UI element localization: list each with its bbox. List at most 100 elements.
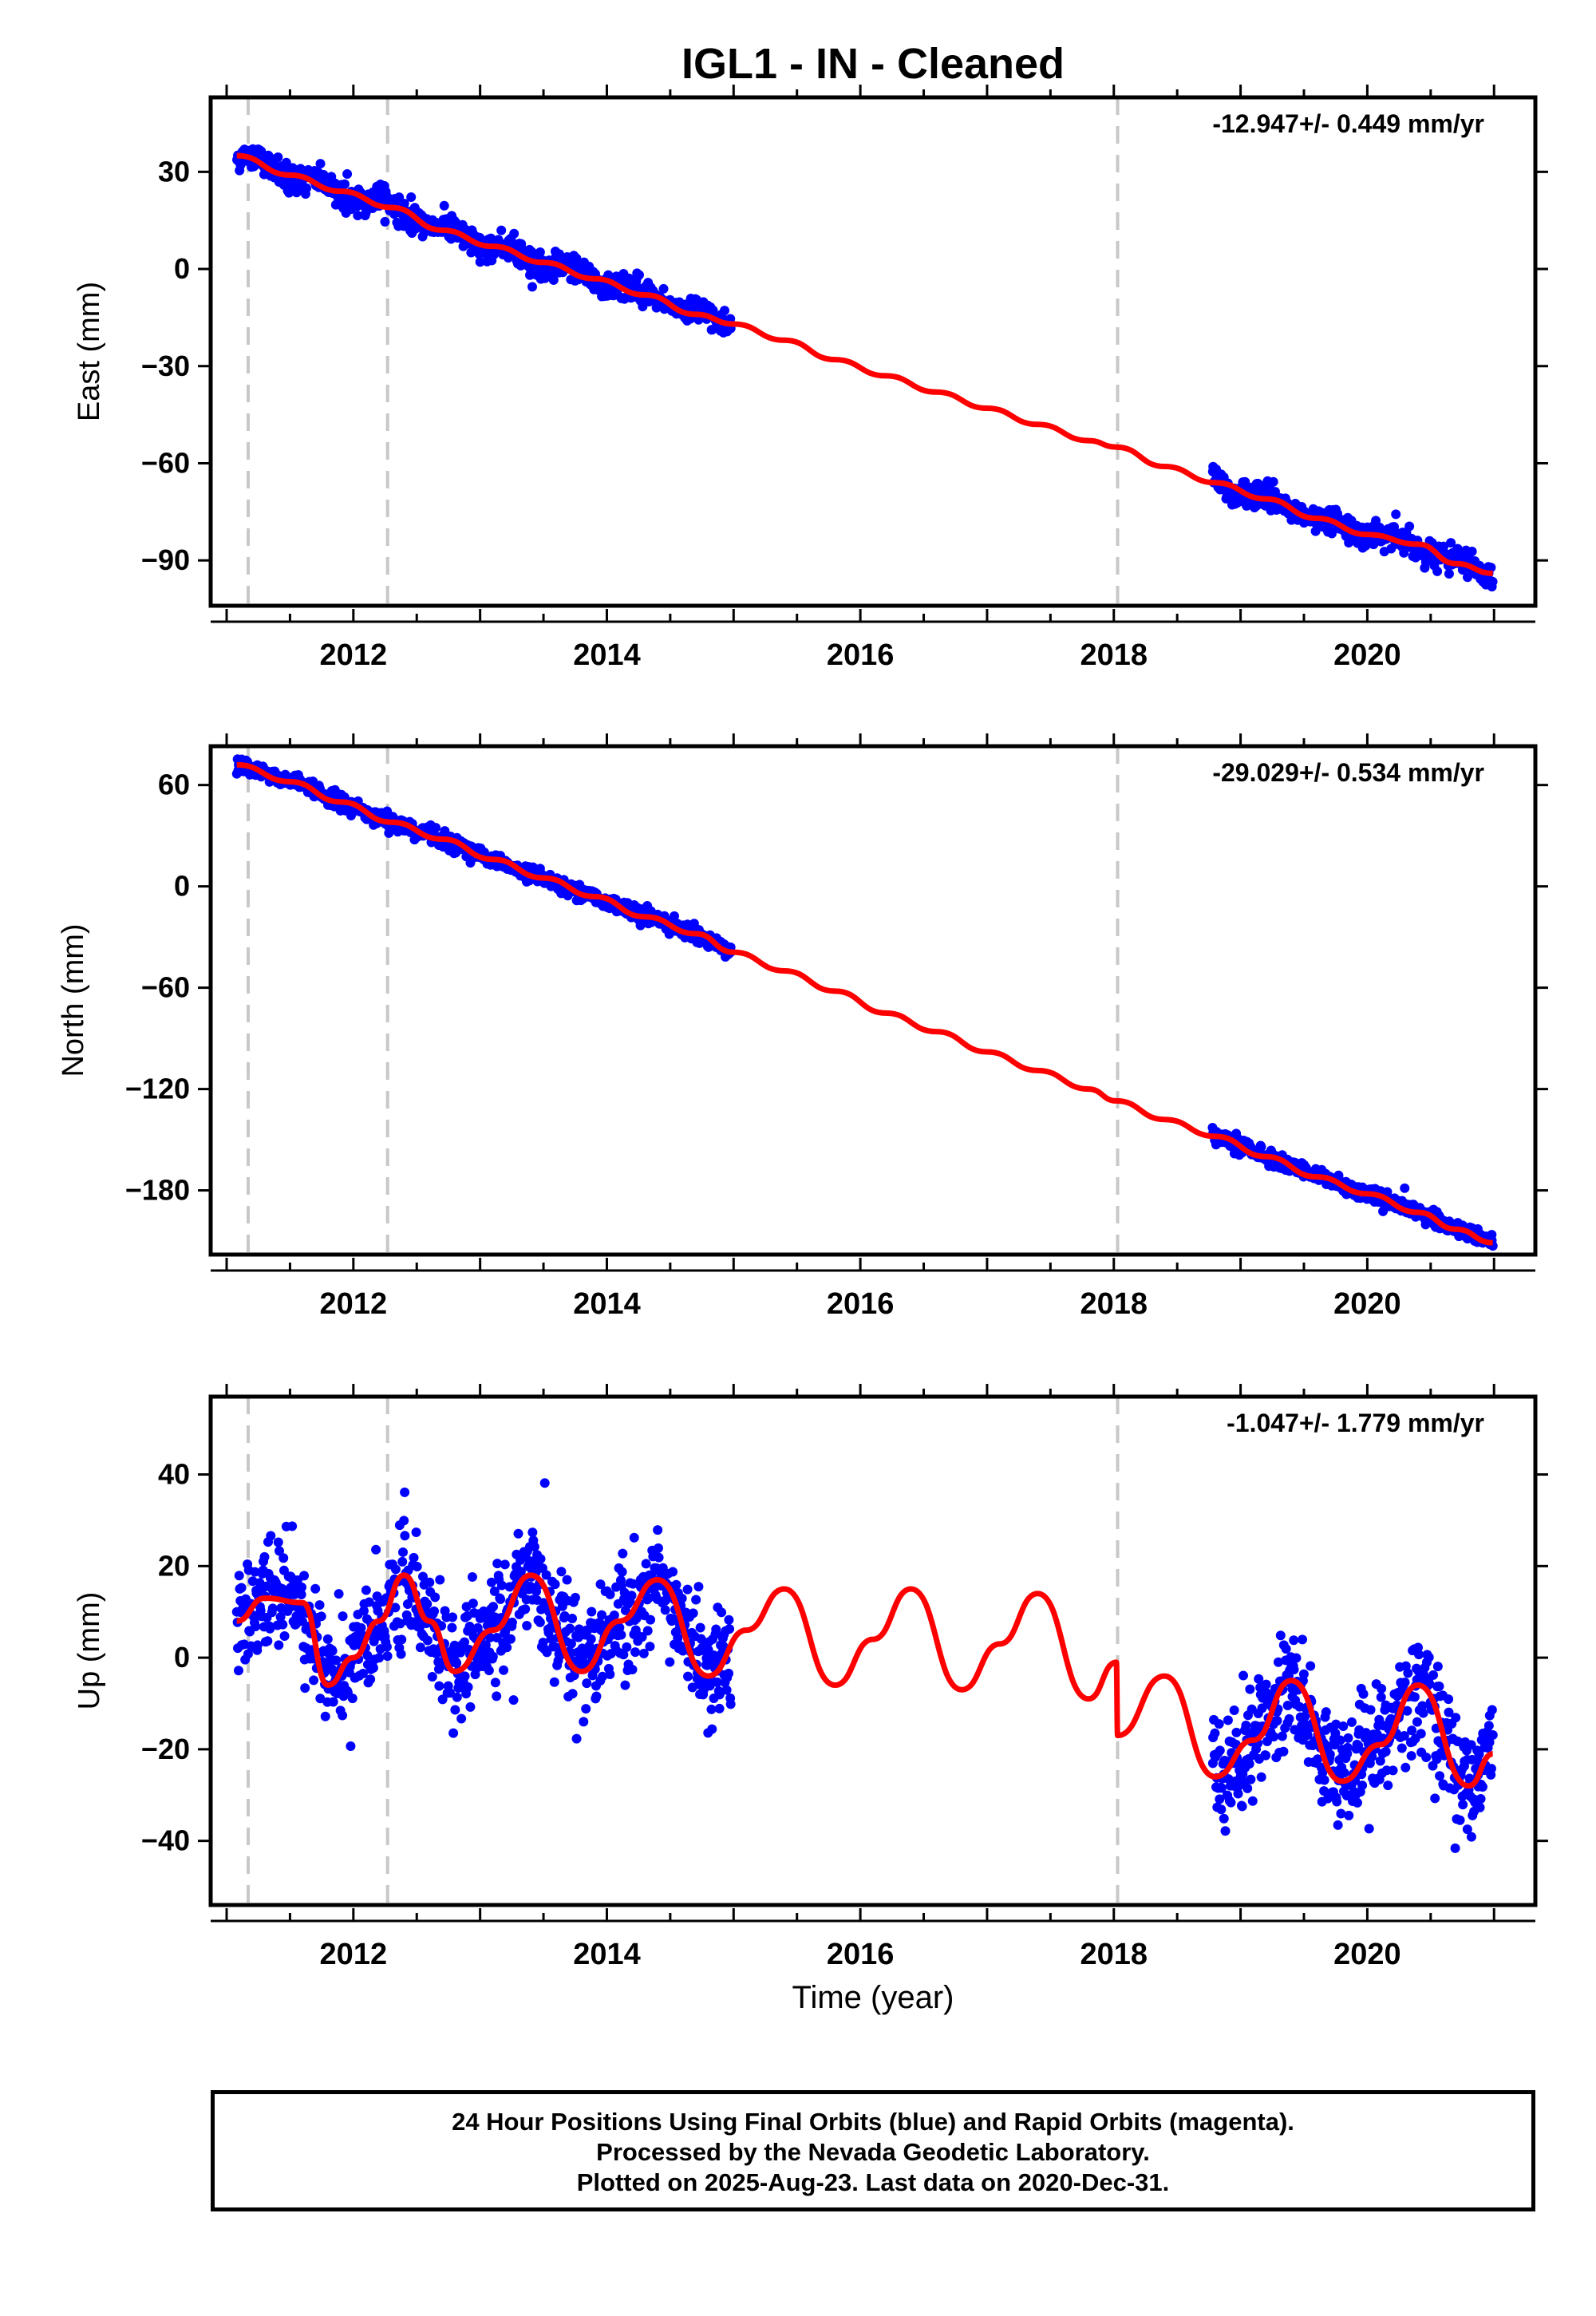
data-point xyxy=(614,1622,625,1633)
data-point xyxy=(1331,1719,1341,1729)
data-point xyxy=(1476,1793,1486,1804)
data-point xyxy=(233,1666,243,1676)
data-point xyxy=(450,1705,460,1715)
data-point xyxy=(488,1602,499,1612)
data-point xyxy=(1338,1721,1349,1731)
data-point xyxy=(567,1614,578,1624)
data-point xyxy=(1231,1727,1242,1737)
data-point xyxy=(1223,1715,1233,1725)
data-point xyxy=(1282,1700,1293,1710)
model-curve xyxy=(236,761,1493,1246)
data-point xyxy=(637,1632,647,1642)
data-point xyxy=(273,1537,283,1547)
data-point xyxy=(331,1655,342,1666)
data-point xyxy=(567,1689,578,1699)
plot-frame xyxy=(208,744,1538,1257)
data-point xyxy=(263,1636,273,1646)
data-point xyxy=(252,1640,263,1650)
data-point xyxy=(605,1589,615,1599)
data-point xyxy=(452,1692,462,1702)
data-point xyxy=(279,1630,290,1641)
data-point xyxy=(711,1624,721,1634)
data-point xyxy=(279,1553,289,1563)
data-point xyxy=(1487,1729,1498,1740)
data-point xyxy=(435,1575,445,1585)
data-point xyxy=(309,1675,319,1686)
x-tick-label: 2018 xyxy=(1080,1287,1148,1321)
data-point xyxy=(310,1583,321,1594)
data-point xyxy=(1346,1717,1357,1727)
data-point xyxy=(327,1646,338,1656)
plot-frame xyxy=(208,95,1538,608)
plot-area xyxy=(232,97,1498,606)
data-point xyxy=(460,1637,470,1647)
data-point xyxy=(616,1630,626,1640)
data-point xyxy=(695,1622,705,1633)
data-point xyxy=(520,1604,531,1614)
data-point xyxy=(653,1543,663,1553)
data-point xyxy=(1332,1796,1342,1807)
data-point xyxy=(1432,566,1443,576)
data-point xyxy=(721,1685,732,1695)
data-point xyxy=(1467,547,1477,557)
data-point xyxy=(598,1671,608,1682)
data-point xyxy=(338,1710,348,1721)
data-point xyxy=(1486,1764,1496,1774)
data-point xyxy=(1376,1692,1386,1702)
data-point xyxy=(1246,1774,1256,1784)
data-point xyxy=(1483,1721,1494,1731)
data-point xyxy=(714,1703,725,1713)
data-point xyxy=(706,1704,717,1714)
data-point xyxy=(509,228,519,239)
data-point xyxy=(1330,1728,1341,1738)
y-tick-label: 0 xyxy=(174,870,190,903)
data-point xyxy=(1474,1749,1484,1760)
data-point xyxy=(1432,1662,1443,1672)
data-point xyxy=(1336,1808,1346,1819)
y-tick-label: −120 xyxy=(125,1073,190,1105)
data-point xyxy=(548,1641,559,1651)
data-point xyxy=(1413,1642,1424,1653)
data-point xyxy=(527,1528,538,1538)
data-point xyxy=(556,1567,567,1577)
data-point xyxy=(1400,1677,1410,1687)
data-point xyxy=(1486,563,1496,573)
data-point xyxy=(488,1651,498,1662)
data-point xyxy=(1455,1815,1465,1825)
data-point xyxy=(502,1642,512,1653)
data-point xyxy=(1298,1669,1309,1679)
data-point xyxy=(365,1674,376,1685)
data-point xyxy=(361,1585,371,1595)
data-point xyxy=(358,1668,368,1678)
data-point xyxy=(653,1525,663,1535)
data-point xyxy=(677,1593,687,1603)
data-point xyxy=(581,1704,591,1714)
data-point xyxy=(362,1650,373,1661)
data-point xyxy=(467,1571,477,1582)
data-point xyxy=(549,1677,559,1687)
data-point xyxy=(1242,1783,1253,1793)
data-point xyxy=(1477,1782,1487,1792)
data-point xyxy=(1353,1741,1364,1751)
data-point xyxy=(507,1617,517,1627)
data-point xyxy=(1450,1843,1460,1853)
data-point xyxy=(605,1669,615,1679)
data-point xyxy=(1215,1794,1225,1804)
data-point xyxy=(1430,1793,1440,1804)
data-point xyxy=(1358,1689,1369,1699)
data-point xyxy=(492,1559,503,1569)
data-point xyxy=(499,1665,509,1675)
data-point xyxy=(665,1657,675,1667)
data-point xyxy=(1417,1701,1428,1711)
data-point xyxy=(315,159,326,169)
data-point xyxy=(382,1651,393,1662)
data-point xyxy=(1365,1705,1376,1715)
data-point xyxy=(338,1611,348,1622)
data-point xyxy=(1220,1826,1231,1836)
x-tick-label: 2020 xyxy=(1333,638,1401,672)
data-point xyxy=(1466,1832,1476,1842)
data-point xyxy=(630,1647,641,1658)
x-axis-label: Time (year) xyxy=(792,1980,954,2015)
data-point xyxy=(1339,1768,1349,1778)
